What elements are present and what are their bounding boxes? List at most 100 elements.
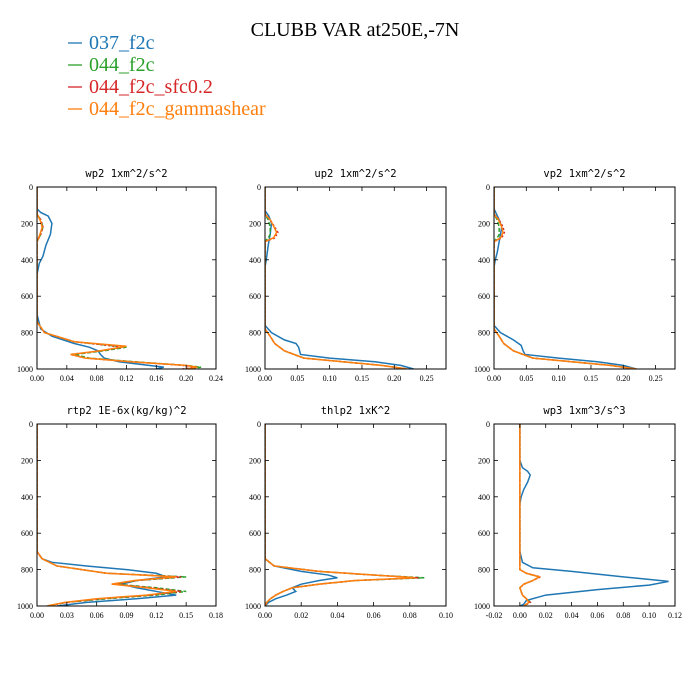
series-line-037_f2c bbox=[265, 187, 414, 369]
panel-frame bbox=[264, 186, 447, 370]
series-group bbox=[265, 187, 414, 369]
y-tick-label: 200 bbox=[249, 456, 261, 465]
x-tick-label: 0.00 bbox=[513, 611, 527, 620]
y-tick-label: 0 bbox=[486, 420, 490, 429]
y-tick-label: 1000 bbox=[17, 365, 33, 374]
panel-title: wp3 1xm^3/s^3 bbox=[543, 405, 625, 417]
x-tick-label: 0.24 bbox=[209, 374, 223, 383]
y-tick-label: 800 bbox=[478, 566, 490, 575]
x-tick-label: 0.15 bbox=[584, 374, 598, 383]
y-tick-label: 400 bbox=[21, 493, 33, 502]
x-tick-label: 0.15 bbox=[179, 611, 193, 620]
x-tick-label: 0.00 bbox=[30, 611, 44, 620]
x-tick-label: 0.05 bbox=[290, 374, 304, 383]
panel-frame bbox=[36, 186, 217, 370]
series-group bbox=[494, 187, 637, 369]
series-line-044_f2c bbox=[37, 187, 202, 369]
series-group bbox=[518, 424, 669, 606]
x-tick-label: 0.12 bbox=[120, 374, 134, 383]
series-line-037_f2c bbox=[37, 187, 164, 369]
y-tick-label: 600 bbox=[21, 529, 33, 538]
x-tick-label: 0.09 bbox=[120, 611, 134, 620]
legend-label: 044_f2c_gammashear bbox=[89, 98, 266, 120]
y-tick-label: 1000 bbox=[245, 365, 261, 374]
x-tick-label: 0.04 bbox=[330, 611, 344, 620]
y-tick-label: 800 bbox=[249, 566, 261, 575]
panel-title: wp2 1xm^2/s^2 bbox=[85, 168, 167, 180]
series-line-044_f2c_gammashear bbox=[37, 187, 198, 369]
legend-label: 037_f2c bbox=[89, 32, 155, 54]
y-tick-label: 600 bbox=[21, 292, 33, 301]
y-tick-label: 600 bbox=[478, 292, 490, 301]
y-tick-label: 800 bbox=[21, 566, 33, 575]
legend: 037_f2c044_f2c044_f2c_sfc0.2044_f2c_gamm… bbox=[68, 32, 266, 120]
figure-title: CLUBB VAR at250E,-7N bbox=[251, 19, 460, 41]
series-group bbox=[265, 424, 425, 606]
y-tick-label: 0 bbox=[257, 420, 261, 429]
panel-title: up2 1xm^2/s^2 bbox=[314, 168, 396, 180]
series-line-044_f2c_sfc0.2 bbox=[494, 187, 637, 369]
x-tick-label: 0.00 bbox=[258, 611, 272, 620]
x-tick-label: 0.25 bbox=[649, 374, 663, 383]
x-tick-label: 0.10 bbox=[323, 374, 337, 383]
panel-4: rtp2 1E-6x(kg/kg)^2 0 200 400 600 800 10000.00… bbox=[17, 405, 223, 620]
series-line-044_f2c bbox=[265, 187, 408, 369]
panel-title: thlp2 1xK^2 bbox=[321, 405, 391, 417]
y-tick-label: 600 bbox=[478, 529, 490, 538]
x-tick-label: 0.12 bbox=[149, 611, 163, 620]
series-line-044_f2c_gammashear bbox=[494, 187, 637, 369]
x-tick-label: 0.08 bbox=[616, 611, 630, 620]
y-tick-label: 400 bbox=[249, 256, 261, 265]
y-tick-label: 200 bbox=[478, 219, 490, 228]
y-tick-label: 600 bbox=[249, 529, 261, 538]
y-tick-label: 800 bbox=[21, 329, 33, 338]
x-tick-label: 0.18 bbox=[209, 611, 223, 620]
x-tick-label: 0.20 bbox=[616, 374, 630, 383]
x-tick-label: 0.10 bbox=[642, 611, 656, 620]
x-tick-label: 0.08 bbox=[403, 611, 417, 620]
panel-frame bbox=[493, 186, 676, 370]
x-tick-label: 0.00 bbox=[487, 374, 501, 383]
x-tick-label: 0.15 bbox=[355, 374, 369, 383]
y-tick-label: 600 bbox=[249, 292, 261, 301]
series-line-044_f2c_sfc0.2 bbox=[37, 187, 198, 369]
series-line-044_f2c_gammashear bbox=[265, 187, 408, 369]
x-tick-label: 0.02 bbox=[539, 611, 553, 620]
x-tick-label: 0.20 bbox=[387, 374, 401, 383]
x-tick-label: 0.02 bbox=[294, 611, 308, 620]
x-tick-label: 0.16 bbox=[149, 374, 163, 383]
y-tick-label: 200 bbox=[249, 219, 261, 228]
x-tick-label: 0.12 bbox=[668, 611, 682, 620]
series-line-037_f2c bbox=[494, 187, 637, 369]
x-tick-label: 0.10 bbox=[439, 611, 453, 620]
x-tick-label: 0.05 bbox=[519, 374, 533, 383]
series-line-044_f2c_gammashear bbox=[265, 424, 416, 606]
legend-label: 044_f2c bbox=[89, 54, 155, 76]
y-tick-label: 0 bbox=[257, 183, 261, 192]
panel-6: wp3 1xm^3/s^3 0 200 400 600 800 1000-0.02 0.00 0… bbox=[474, 405, 682, 620]
legend-label: 044_f2c_sfc0.2 bbox=[89, 76, 213, 98]
series-group bbox=[37, 424, 187, 606]
panel-frame bbox=[264, 423, 447, 607]
series-line-037_f2c bbox=[265, 424, 338, 606]
x-tick-label: -0.02 bbox=[486, 611, 503, 620]
y-tick-label: 1000 bbox=[245, 602, 261, 611]
x-tick-label: 0.08 bbox=[90, 374, 104, 383]
y-tick-label: 800 bbox=[478, 329, 490, 338]
x-tick-label: 0.04 bbox=[60, 374, 74, 383]
series-line-044_f2c_gammashear bbox=[518, 424, 542, 606]
x-tick-label: 0.10 bbox=[552, 374, 566, 383]
series-line-044_f2c_gammashear bbox=[37, 424, 177, 606]
x-tick-label: 0.00 bbox=[30, 374, 44, 383]
panel-title: rtp2 1E-6x(kg/kg)^2 bbox=[66, 405, 186, 417]
panel-title: vp2 1xm^2/s^2 bbox=[543, 168, 625, 180]
x-tick-label: 0.20 bbox=[179, 374, 193, 383]
y-tick-label: 400 bbox=[249, 493, 261, 502]
y-tick-label: 0 bbox=[486, 183, 490, 192]
y-tick-label: 1000 bbox=[474, 602, 490, 611]
